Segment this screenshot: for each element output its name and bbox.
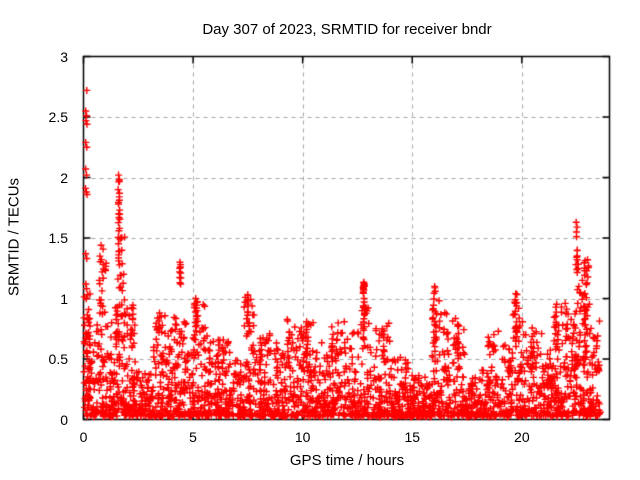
x-tick-label: 10 <box>294 429 311 445</box>
x-tick-label: 15 <box>404 429 421 445</box>
chart-title: Day 307 of 2023, SRMTID for receiver bnd… <box>202 21 492 38</box>
y-tick-label: 2 <box>60 169 68 186</box>
y-tick-label: 0 <box>60 411 68 428</box>
y-tick-label: 3 <box>60 48 68 65</box>
x-tick-label: 20 <box>514 429 530 445</box>
y-tick-label: 1 <box>60 290 68 307</box>
y-tick-label: 1.5 <box>48 230 68 246</box>
x-tick-label: 5 <box>189 429 197 445</box>
x-tick-label: 0 <box>79 429 88 445</box>
y-tick-label: 2.5 <box>48 109 68 125</box>
x-axis-label: GPS time / hours <box>289 452 405 469</box>
y-tick-label: 0.5 <box>48 351 68 367</box>
